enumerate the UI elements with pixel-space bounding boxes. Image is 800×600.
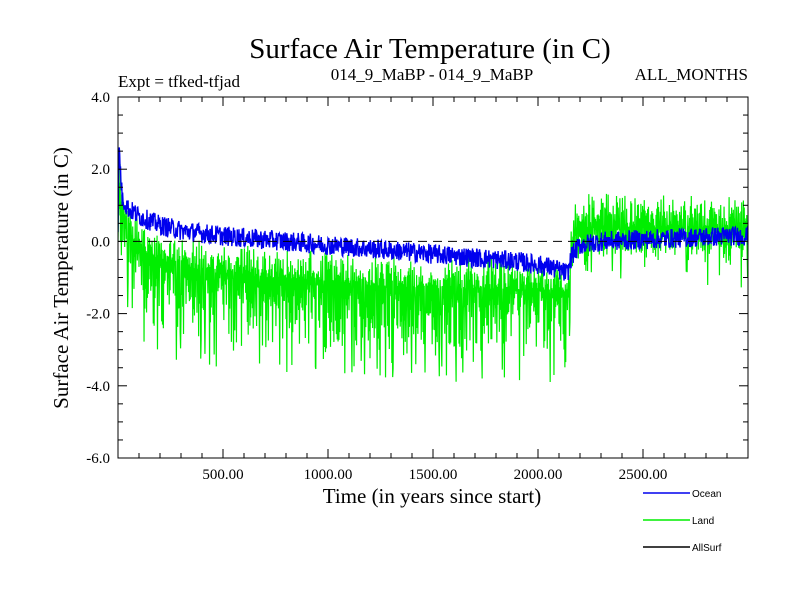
y-tick-label: -2.0	[86, 307, 110, 323]
series-ocean-line	[118, 147, 748, 281]
y-tick-label: 2.0	[91, 162, 110, 178]
x-axis: 500.00 1000.00 1500.00 2000.00 2500.00	[138, 97, 728, 483]
x-tick-label: 500.00	[202, 467, 243, 483]
legend-label-allsurf: AllSurf	[692, 543, 722, 554]
chart-title: Surface Air Temperature (in C)	[249, 33, 610, 65]
months-label: ALL_MONTHS	[635, 65, 748, 84]
y-tick-label: -4.0	[86, 379, 110, 395]
x-axis-label: Time (in years since start)	[323, 484, 542, 508]
plot-area	[118, 147, 748, 382]
y-axis: -6.0 -4.0 -2.0 0.0 2.0 4.0	[86, 90, 748, 467]
x-tick-label: 1000.00	[304, 467, 353, 483]
legend: Ocean Land AllSurf	[643, 489, 722, 554]
legend-label-land: Land	[692, 516, 714, 527]
x-tick-label: 2000.00	[514, 467, 563, 483]
series-layer	[118, 147, 748, 382]
legend-label-ocean: Ocean	[692, 489, 721, 500]
y-axis-label: Surface Air Temperature (in C)	[49, 147, 73, 409]
period-label: 014_9_MaBP - 014_9_MaBP	[331, 65, 533, 84]
experiment-label: Expt = tfked-tfjad	[118, 72, 240, 91]
y-tick-label: 4.0	[91, 90, 110, 106]
y-tick-label: -6.0	[86, 451, 110, 467]
y-tick-label: 0.0	[91, 234, 110, 250]
series-land-line	[118, 164, 748, 382]
x-tick-label: 1500.00	[409, 467, 458, 483]
x-tick-label: 2500.00	[619, 467, 668, 483]
